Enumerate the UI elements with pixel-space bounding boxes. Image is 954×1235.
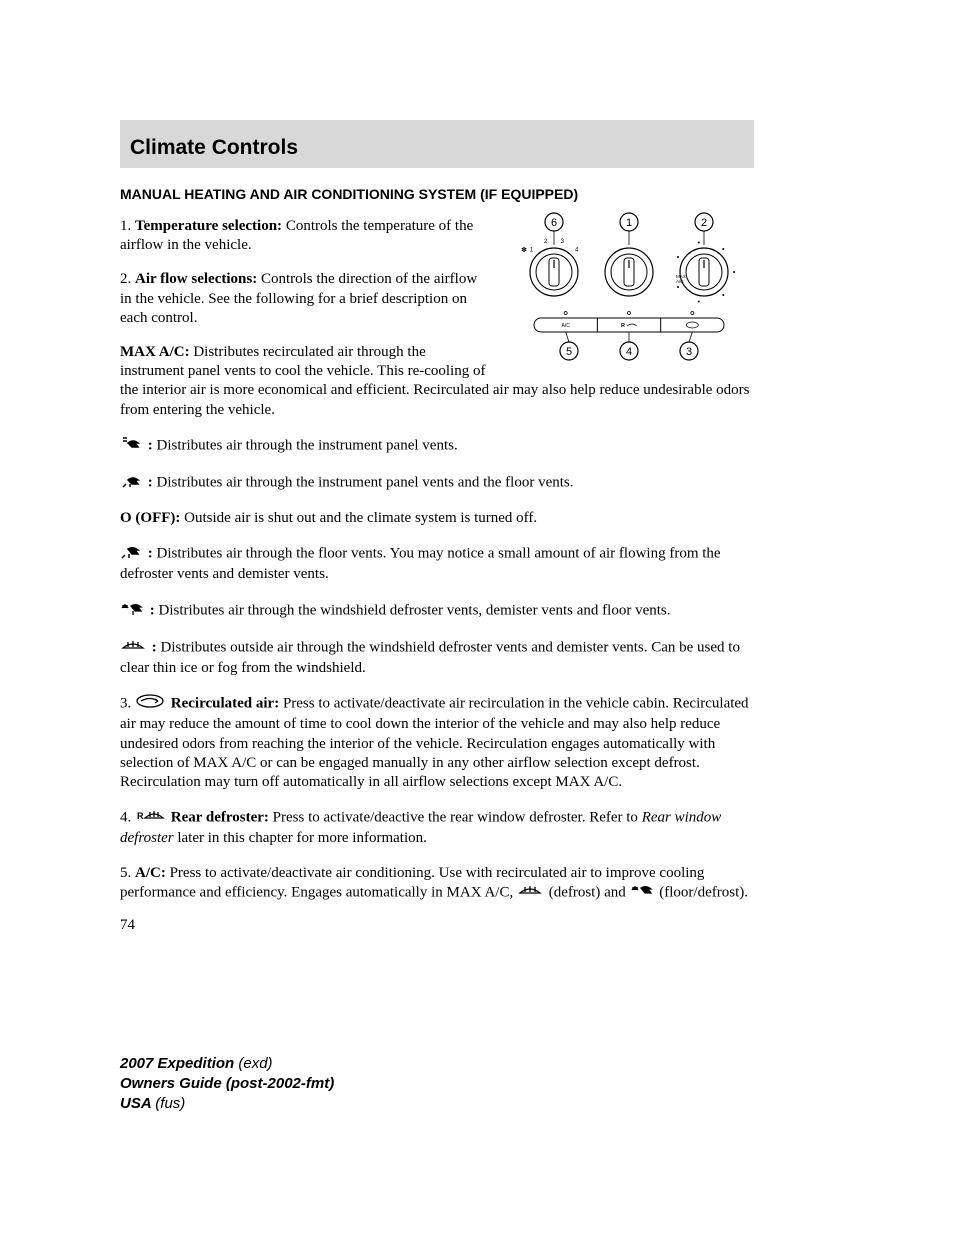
svg-text:5: 5 <box>566 346 572 358</box>
svg-text:R: R <box>621 323 625 329</box>
item-lead: Air flow selections: <box>135 271 257 287</box>
item-3: 3. Recirculated air: Press to activate/d… <box>120 693 754 792</box>
svg-text:4: 4 <box>575 247 579 253</box>
svg-text:3: 3 <box>561 239 565 245</box>
item-lead: O (OFF): <box>120 510 180 526</box>
colon: : <box>144 474 153 490</box>
footer-line-3: USA (fus) <box>120 1094 754 1114</box>
item-number: 5. <box>120 865 135 881</box>
svg-text:2: 2 <box>701 217 707 229</box>
item-lead: MAX A/C: <box>120 344 190 360</box>
panel-vent-icon <box>120 435 142 457</box>
item-body: (floor/defrost). <box>656 884 748 900</box>
item-lead: Recirculated air: <box>171 696 279 712</box>
svg-text:A/C: A/C <box>676 279 684 284</box>
svg-text:3: 3 <box>686 346 692 358</box>
panel-floor-icon <box>120 472 142 494</box>
page-number: 74 <box>120 917 754 934</box>
section-title: Climate Controls <box>130 136 298 159</box>
item-number: 4. <box>120 810 135 826</box>
item-body: Press to activate/deactive the rear wind… <box>269 810 642 826</box>
item-body: later in this chapter for more informati… <box>174 830 427 846</box>
floor-defrost-icon <box>630 883 654 903</box>
colon: : <box>146 602 155 618</box>
header-band: Climate Controls <box>120 120 754 168</box>
svg-text:2: 2 <box>544 239 548 245</box>
item-panel-vent: : Distributes air through the instrument… <box>120 435 754 457</box>
item-lead: Rear defroster: <box>171 810 269 826</box>
item-5: 5. A/C: Press to activate/deactivate air… <box>120 864 754 903</box>
footer-line-2: Owners Guide (post-2002-fmt) <box>120 1074 754 1094</box>
climate-control-diagram: 1234✽MAXA/CA/CR123456 <box>504 206 754 366</box>
item-panel-floor: : Distributes air through the instrument… <box>120 472 754 494</box>
svg-text:A/C: A/C <box>561 323 570 329</box>
item-body: Distributes air through the floor vents.… <box>120 546 721 583</box>
footer: 2007 Expedition (exd) Owners Guide (post… <box>120 1054 754 1115</box>
page: Climate Controls MANUAL HEATING AND AIR … <box>0 0 954 1175</box>
item-floor-defrost: : Distributes air through the windshield… <box>120 600 754 622</box>
item-body: Distributes outside air through the wind… <box>120 639 740 676</box>
item-floor: : Distributes air through the floor vent… <box>120 543 754 584</box>
subheading: MANUAL HEATING AND AIR CONDITIONING SYST… <box>120 186 754 202</box>
colon: : <box>144 437 153 453</box>
colon: : <box>148 639 157 655</box>
svg-text:1: 1 <box>626 217 632 229</box>
recirculate-icon <box>135 693 165 715</box>
floor-defrost-icon <box>120 600 144 622</box>
svg-text:R: R <box>137 811 144 821</box>
item-body: Distributes air through the instrument p… <box>153 474 574 490</box>
item-body: Outside air is shut out and the climate … <box>180 510 537 526</box>
item-body: (defrost) and <box>545 884 630 900</box>
item-off: O (OFF): Outside air is shut out and the… <box>120 509 754 528</box>
colon: : <box>144 546 153 562</box>
defrost-icon <box>120 637 146 659</box>
item-defrost: : Distributes outside air through the wi… <box>120 637 754 678</box>
item-number: 1. <box>120 218 135 234</box>
item-number: 3. <box>120 696 135 712</box>
item-number: 2. <box>120 271 135 287</box>
footer-line-1: 2007 Expedition (exd) <box>120 1054 754 1074</box>
svg-text:1: 1 <box>530 247 534 253</box>
svg-text:4: 4 <box>626 346 632 358</box>
svg-text:✽: ✽ <box>521 246 527 254</box>
svg-text:6: 6 <box>551 217 557 229</box>
rear-defrost-icon: R <box>135 807 165 829</box>
item-lead: Temperature selection: <box>135 218 282 234</box>
floor-vent-icon <box>120 543 142 565</box>
item-body: Distributes air through the windshield d… <box>155 602 671 618</box>
item-4: 4. R Rear defroster: Press to activate/d… <box>120 807 754 848</box>
defrost-icon <box>517 883 543 903</box>
item-lead: A/C: <box>135 865 166 881</box>
item-body: Distributes air through the instrument p… <box>153 437 458 453</box>
